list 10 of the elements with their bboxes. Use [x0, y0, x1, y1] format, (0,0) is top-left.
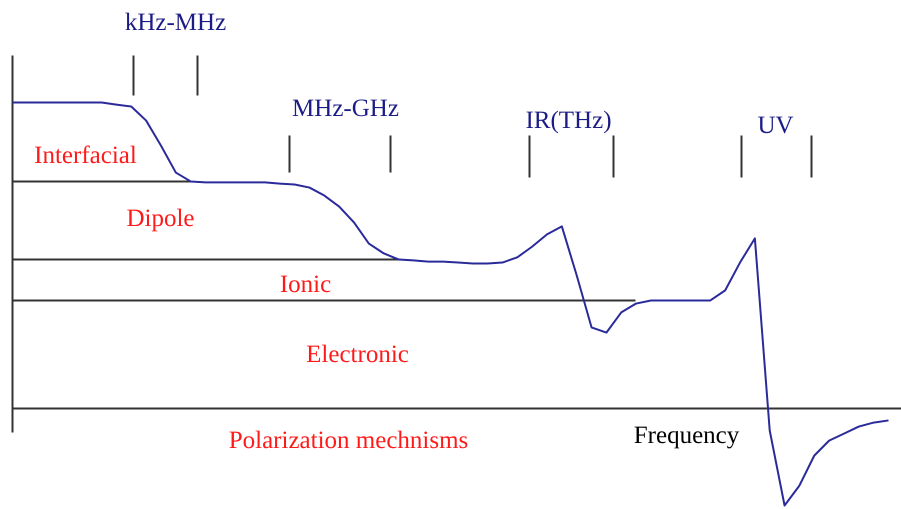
annotation: Electronic — [306, 341, 409, 368]
annotation: Polarization mechnisms — [228, 427, 468, 454]
text: kHz-MHz — [124, 9, 226, 36]
annotation: MHz-GHz — [292, 95, 399, 122]
annotation: Dipole — [126, 205, 195, 232]
annotation: Interfacial — [34, 142, 137, 169]
annotation: IR(THz) — [525, 107, 612, 134]
annotation: UV — [757, 112, 794, 139]
annotation: Ionic — [280, 271, 332, 298]
x-axis-title: Frequency — [634, 422, 740, 449]
